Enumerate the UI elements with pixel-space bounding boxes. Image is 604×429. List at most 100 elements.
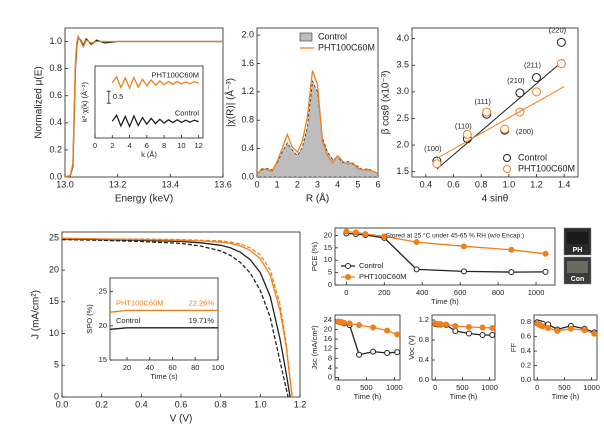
line xyxy=(64,34,223,178)
y-tick-label: 2.5 xyxy=(396,113,409,123)
x-tick-label: 1000 xyxy=(583,383,600,392)
y-tick-label: 15 xyxy=(99,355,107,364)
y-axis-label: Voc (V) xyxy=(407,335,416,360)
y-tick-label: 1.0 xyxy=(49,36,62,46)
x-tick-label: 4 xyxy=(127,141,131,150)
plot-area xyxy=(94,65,204,139)
marker xyxy=(362,230,369,237)
y-tick-label: 20 xyxy=(324,230,332,239)
x-axis-label: V (V) xyxy=(170,414,193,425)
marker xyxy=(556,37,566,47)
marker xyxy=(346,320,353,327)
marker xyxy=(508,269,515,276)
x-tick-label: 400 xyxy=(416,288,429,297)
y-tick-label: 20 xyxy=(49,264,59,274)
y-tick-label: 0 xyxy=(328,280,332,289)
x-tick-label: 500 xyxy=(456,383,469,392)
x-tick-label: 1000 xyxy=(386,383,403,392)
y-tick-label: 5 xyxy=(328,268,332,277)
x-tick-label: 0.8 xyxy=(475,179,488,189)
legend-label: Control xyxy=(359,261,384,270)
x-tick-label: 1 xyxy=(275,179,280,189)
marker xyxy=(437,321,444,327)
x-tick-label: 13.0 xyxy=(56,179,74,189)
x-tick-label: 200 xyxy=(378,288,391,297)
x-axis-label: 4 sinθ xyxy=(482,194,509,205)
y-tick-label: 20 xyxy=(99,321,107,330)
x-tick-label: 0.6 xyxy=(447,179,460,189)
y-tick-label: 4.0 xyxy=(396,33,409,43)
scale-bar-label: 0.5 xyxy=(113,92,123,101)
x-tick-label: 0 xyxy=(433,383,437,392)
series-label: Control xyxy=(175,109,200,118)
y-tick-label: 0.8 xyxy=(241,115,254,125)
y-tick-label: 0.0 xyxy=(49,171,62,181)
y-tick-label: 0.4 xyxy=(241,143,254,153)
marker xyxy=(443,321,450,328)
x-axis-label: Time (h) xyxy=(354,392,382,401)
marker xyxy=(545,325,552,331)
point-label: (211) xyxy=(524,60,541,69)
series-label: PHT100C60M xyxy=(151,70,199,79)
marker xyxy=(432,159,442,169)
x-axis-label: Time (h) xyxy=(450,392,478,401)
y-tick-label: 25 xyxy=(99,287,107,296)
plot-area xyxy=(109,277,219,361)
point-label: (100) xyxy=(424,144,442,153)
y-tick-label: 1.5 xyxy=(396,166,409,176)
marker xyxy=(465,330,472,337)
x-tick-label: 500 xyxy=(360,383,373,392)
legend-swatch xyxy=(299,32,313,42)
x-tick-label: 0 xyxy=(336,383,340,392)
point-label: (200) xyxy=(516,127,534,136)
y-tick-label: 3.5 xyxy=(396,60,409,70)
marker xyxy=(532,72,541,82)
line xyxy=(61,238,291,398)
y-tick-label: 2.0 xyxy=(396,139,409,149)
point-label: (110) xyxy=(455,122,472,131)
y-tick-label: 25 xyxy=(49,233,59,243)
y-axis-label: |χ(R)| (Å⁻³) xyxy=(224,78,237,127)
y-tick-label: 16 xyxy=(324,334,332,343)
marker xyxy=(567,325,574,332)
line xyxy=(109,309,218,313)
marker xyxy=(460,243,467,250)
marker xyxy=(384,350,391,357)
x-tick-label: 20 xyxy=(123,363,131,372)
x-tick-label: 5 xyxy=(355,179,360,189)
marker xyxy=(452,328,459,334)
marker xyxy=(343,228,350,235)
marker xyxy=(482,107,492,117)
y-tick-label: 5 xyxy=(54,360,59,370)
legend-label: Control xyxy=(518,152,547,162)
y-axis-label: FF xyxy=(509,343,518,353)
marker xyxy=(515,88,525,98)
marker xyxy=(539,323,546,330)
y-tick-label: 0.4 xyxy=(49,117,62,127)
series-label: PHT100C60M xyxy=(116,298,164,307)
y-tick-label: 0.8 xyxy=(419,335,429,344)
marker xyxy=(479,324,486,331)
y-tick-label: 0.0 xyxy=(419,375,429,384)
x-tick-label: 8 xyxy=(162,141,166,150)
x-tick-label: 100 xyxy=(212,363,225,372)
marker xyxy=(554,327,561,334)
x-tick-label: 0.4 xyxy=(135,399,148,409)
x-tick-label: 13.6 xyxy=(214,179,232,189)
line xyxy=(111,113,199,129)
marker xyxy=(452,323,459,329)
line xyxy=(61,238,289,398)
x-tick-label: 80 xyxy=(191,363,199,372)
marker xyxy=(394,331,401,338)
y-tick-label: 0.4 xyxy=(419,355,429,364)
marker xyxy=(591,330,598,337)
plot-area xyxy=(411,27,579,178)
marker xyxy=(340,319,347,326)
photo-label: Con xyxy=(571,276,585,283)
x-tick-label: 40 xyxy=(146,363,154,372)
photo-film xyxy=(567,232,588,244)
x-axis-label: k (Å) xyxy=(141,150,157,159)
x-tick-label: 10 xyxy=(177,141,185,150)
photo-film xyxy=(567,261,588,273)
